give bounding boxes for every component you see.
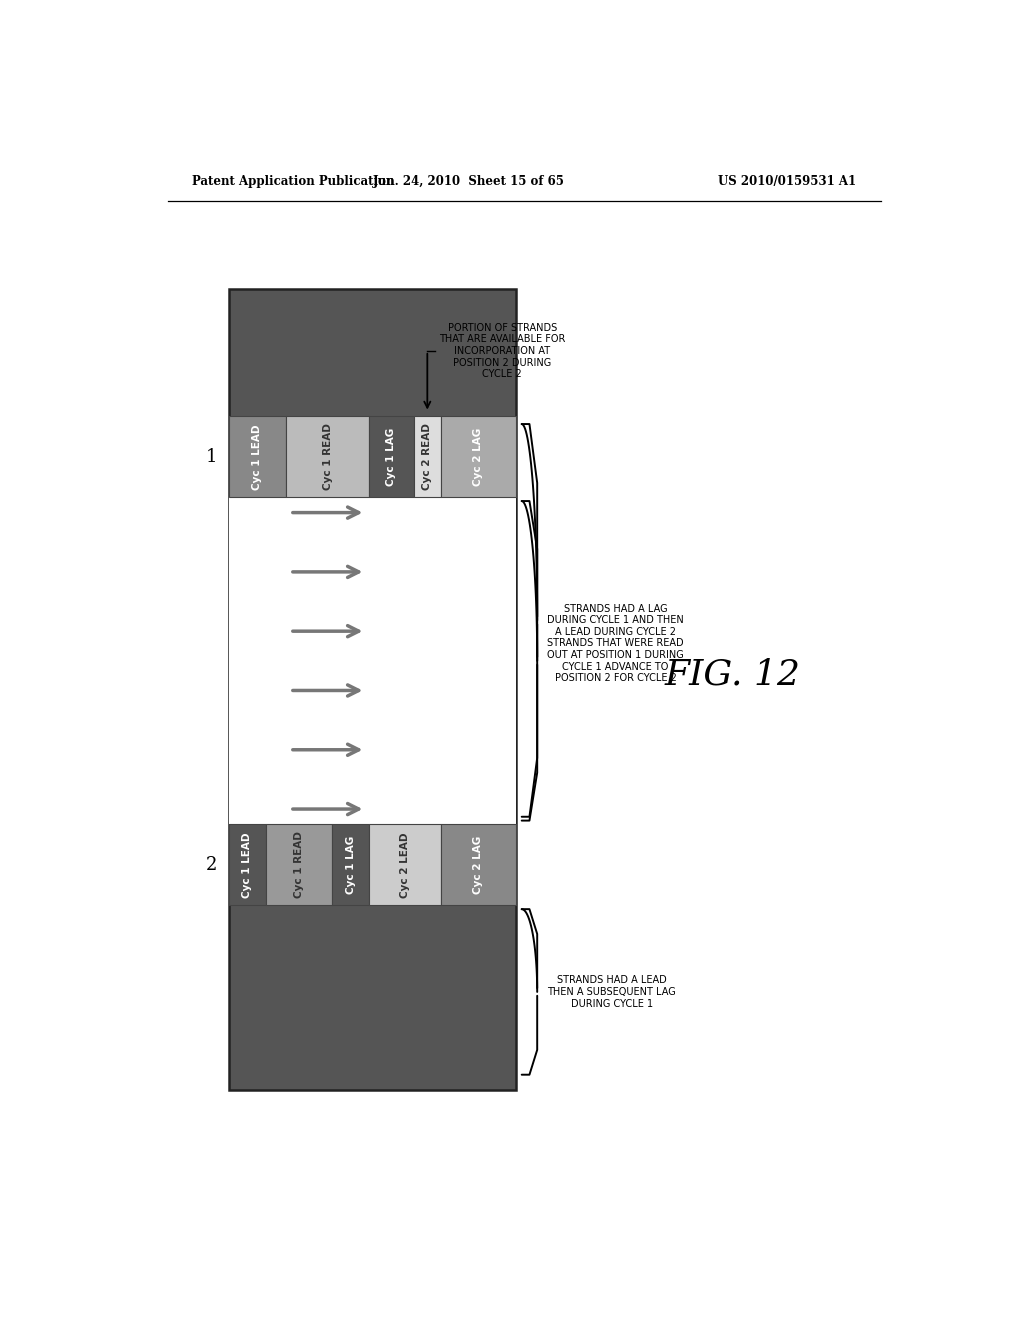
Bar [228,825,266,906]
Bar [228,289,515,1090]
Text: Cyc 1 LEAD: Cyc 1 LEAD [243,832,252,898]
Text: STRANDS HAD A LEAD
THEN A SUBSEQUENT LAG
DURING CYCLE 1: STRANDS HAD A LEAD THEN A SUBSEQUENT LAG… [547,975,676,1008]
Bar [414,416,441,498]
Text: Cyc 1 LAG: Cyc 1 LAG [346,836,355,894]
Bar [332,825,370,906]
Bar [441,825,515,906]
Text: Cyc 2 LEAD: Cyc 2 LEAD [400,832,410,898]
Text: Cyc 2 READ: Cyc 2 READ [422,424,432,490]
Text: US 2010/0159531 A1: US 2010/0159531 A1 [718,176,856,187]
Text: STRANDS THAT WERE READ
OUT AT POSITION 1 DURING
CYCLE 1 ADVANCE TO
POSITION 2 FO: STRANDS THAT WERE READ OUT AT POSITION 1… [547,639,684,684]
Text: Cyc 2 LAG: Cyc 2 LAG [473,428,483,486]
Text: Cyc 1 READ: Cyc 1 READ [323,424,333,490]
Bar [370,825,441,906]
Text: FIG. 12: FIG. 12 [665,657,801,692]
Bar [441,416,515,498]
Text: Jun. 24, 2010  Sheet 15 of 65: Jun. 24, 2010 Sheet 15 of 65 [373,176,565,187]
Text: Cyc 1 LAG: Cyc 1 LAG [386,428,396,486]
Text: 2: 2 [206,855,217,874]
Bar [286,416,370,498]
Text: PORTION OF STRANDS
THAT ARE AVAILABLE FOR
INCORPORATION AT
POSITION 2 DURING
CYC: PORTION OF STRANDS THAT ARE AVAILABLE FO… [439,322,565,379]
Text: Cyc 1 LEAD: Cyc 1 LEAD [253,424,262,490]
Text: Patent Application Publication: Patent Application Publication [191,176,394,187]
Bar [266,825,332,906]
Bar [228,498,515,825]
Bar [228,416,286,498]
Text: Cyc 1 READ: Cyc 1 READ [294,832,304,899]
Text: 1: 1 [206,447,217,466]
Text: STRANDS HAD A LAG
DURING CYCLE 1 AND THEN
A LEAD DURING CYCLE 2: STRANDS HAD A LAG DURING CYCLE 1 AND THE… [547,603,684,638]
Bar [370,416,414,498]
Text: Cyc 2 LAG: Cyc 2 LAG [473,836,483,894]
